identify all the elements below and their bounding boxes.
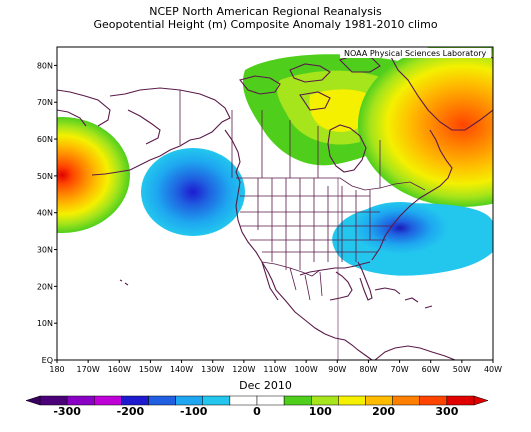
colorbar-label: -200 [116,405,145,418]
colorbar-swatch [175,395,203,406]
lat-tick-label: 60N [37,135,53,144]
credit-label: NOAA Physical Sciences Laboratory [344,49,487,58]
colorbar-min-arrow [25,395,41,406]
colorbar-label: -300 [53,405,81,418]
map-title: NCEP North American Regional Reanalysis [149,5,382,18]
colorbar-swatch [419,395,448,406]
colorbar-swatch [94,395,122,406]
political-borders [179,90,426,301]
lon-tick-label: 150W [139,365,162,374]
colorbar-label: 100 [308,405,332,418]
lon-tick-label: 40W [484,365,502,374]
colorbar-label: 0 [253,405,261,418]
colorbar-swatch [365,395,393,406]
colorbar-label: 200 [372,405,396,418]
colorbar-swatch [446,395,475,406]
lat-tick-label: 30N [37,246,53,255]
lon-tick-label: 110W [263,365,286,374]
colorbar [25,395,489,406]
colorbar-swatch [39,395,68,406]
lon-tick-label: 90W [328,365,346,374]
lon-tick-label: 140W [170,365,193,374]
colorbar-swatch [311,395,339,406]
colorbar-swatch [283,395,312,406]
lon-tick-label: 80W [359,365,377,374]
lon-tick-label: 60W [422,365,440,374]
longitude-axis: 180 170W 160W 150W 140W 130W 120W 110W 100W 90W 80… [49,360,502,374]
lon-tick-label: 50W [453,365,471,374]
credit-box [340,48,491,58]
lat-tick-label: 20N [37,282,53,291]
colorbar-label: 300 [435,405,459,418]
lat-tick-label: 40N [37,209,53,218]
colorbar-max-arrow [473,395,489,406]
lon-tick-label: 180 [49,365,64,374]
lon-tick-label: 130W [201,365,224,374]
negative-anomaly-pacific [141,148,245,236]
colorbar-swatch [202,395,231,406]
colorbar-swatch [66,395,95,406]
colorbar-swatch [256,395,285,406]
colorbar-swatch [148,395,176,406]
colorbar-swatch [229,395,258,406]
lon-tick-label: 170W [77,365,100,374]
colorbar-swatch [338,395,366,406]
lon-tick-label: 70W [391,365,409,374]
latitude-axis: EQ 10N 20N 30N 40N 50N 60N 70N 80N [37,61,57,365]
lon-tick-label: 120W [232,365,255,374]
colorbar-swatch [392,395,420,406]
lat-tick-label: 50N [37,172,53,181]
lat-tick-label: 10N [37,319,53,328]
lon-tick-label: 100W [295,365,318,374]
positive-anomaly-east [358,47,493,207]
colorbar-label: -100 [179,405,208,418]
lat-tick-label: 80N [37,61,53,70]
time-label: Dec 2010 [239,379,292,392]
lat-tick-label: EQ [42,356,53,365]
lat-tick-label: 70N [37,98,53,107]
map-subtitle: Geopotential Height (m) Composite Anomal… [93,18,438,31]
lon-tick-label: 160W [108,365,131,374]
colorbar-swatch [121,395,149,406]
negative-anomaly-east [352,202,448,254]
positive-anomaly-west [57,117,130,233]
anomaly-fields [57,47,493,276]
